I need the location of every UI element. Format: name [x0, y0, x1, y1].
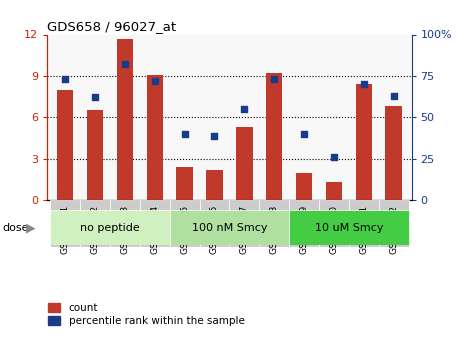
FancyBboxPatch shape	[80, 200, 110, 247]
Text: no peptide: no peptide	[80, 223, 140, 233]
Point	[360, 81, 368, 87]
Text: GSM18332: GSM18332	[90, 205, 99, 254]
Text: GSM18333: GSM18333	[121, 205, 130, 254]
FancyBboxPatch shape	[319, 200, 349, 247]
FancyBboxPatch shape	[289, 210, 409, 245]
Point	[181, 131, 188, 137]
Text: GSM18341: GSM18341	[359, 205, 368, 254]
Point	[330, 154, 338, 160]
FancyBboxPatch shape	[170, 200, 200, 247]
Text: GSM18336: GSM18336	[210, 205, 219, 254]
Legend: count, percentile rank within the sample: count, percentile rank within the sample	[48, 303, 245, 326]
Text: GSM18339: GSM18339	[299, 205, 308, 254]
Text: GSM18331: GSM18331	[61, 205, 70, 254]
Text: GDS658 / 96027_at: GDS658 / 96027_at	[47, 20, 176, 33]
Bar	[385, 106, 402, 200]
FancyBboxPatch shape	[349, 200, 379, 247]
Bar	[117, 39, 133, 200]
Bar	[206, 170, 223, 200]
Text: GSM18337: GSM18337	[240, 205, 249, 254]
Point	[91, 95, 99, 100]
Bar	[57, 90, 73, 200]
Point	[241, 106, 248, 112]
Point	[390, 93, 397, 99]
Bar	[236, 127, 253, 200]
Text: 100 nM Smcy: 100 nM Smcy	[192, 223, 267, 233]
Point	[151, 78, 158, 83]
Bar	[356, 84, 372, 200]
Text: dose: dose	[2, 223, 29, 233]
Text: ▶: ▶	[26, 221, 35, 234]
FancyBboxPatch shape	[229, 200, 259, 247]
Point	[210, 133, 218, 138]
FancyBboxPatch shape	[50, 200, 80, 247]
FancyBboxPatch shape	[170, 210, 289, 245]
Text: 10 uM Smcy: 10 uM Smcy	[315, 223, 383, 233]
FancyBboxPatch shape	[259, 200, 289, 247]
FancyBboxPatch shape	[50, 210, 170, 245]
FancyBboxPatch shape	[140, 200, 170, 247]
Bar	[266, 73, 282, 200]
Text: GSM18338: GSM18338	[270, 205, 279, 254]
Point	[300, 131, 308, 137]
FancyBboxPatch shape	[200, 200, 229, 247]
Text: GSM18342: GSM18342	[389, 205, 398, 254]
FancyBboxPatch shape	[289, 200, 319, 247]
Text: GSM18335: GSM18335	[180, 205, 189, 254]
Bar	[326, 182, 342, 200]
Text: GSM18334: GSM18334	[150, 205, 159, 254]
Bar	[147, 75, 163, 200]
Bar	[87, 110, 103, 200]
Point	[121, 61, 129, 67]
Point	[61, 77, 69, 82]
Bar	[176, 167, 193, 200]
Bar	[296, 172, 312, 200]
Point	[271, 77, 278, 82]
FancyBboxPatch shape	[110, 200, 140, 247]
Text: GSM18340: GSM18340	[329, 205, 338, 254]
FancyBboxPatch shape	[379, 200, 409, 247]
